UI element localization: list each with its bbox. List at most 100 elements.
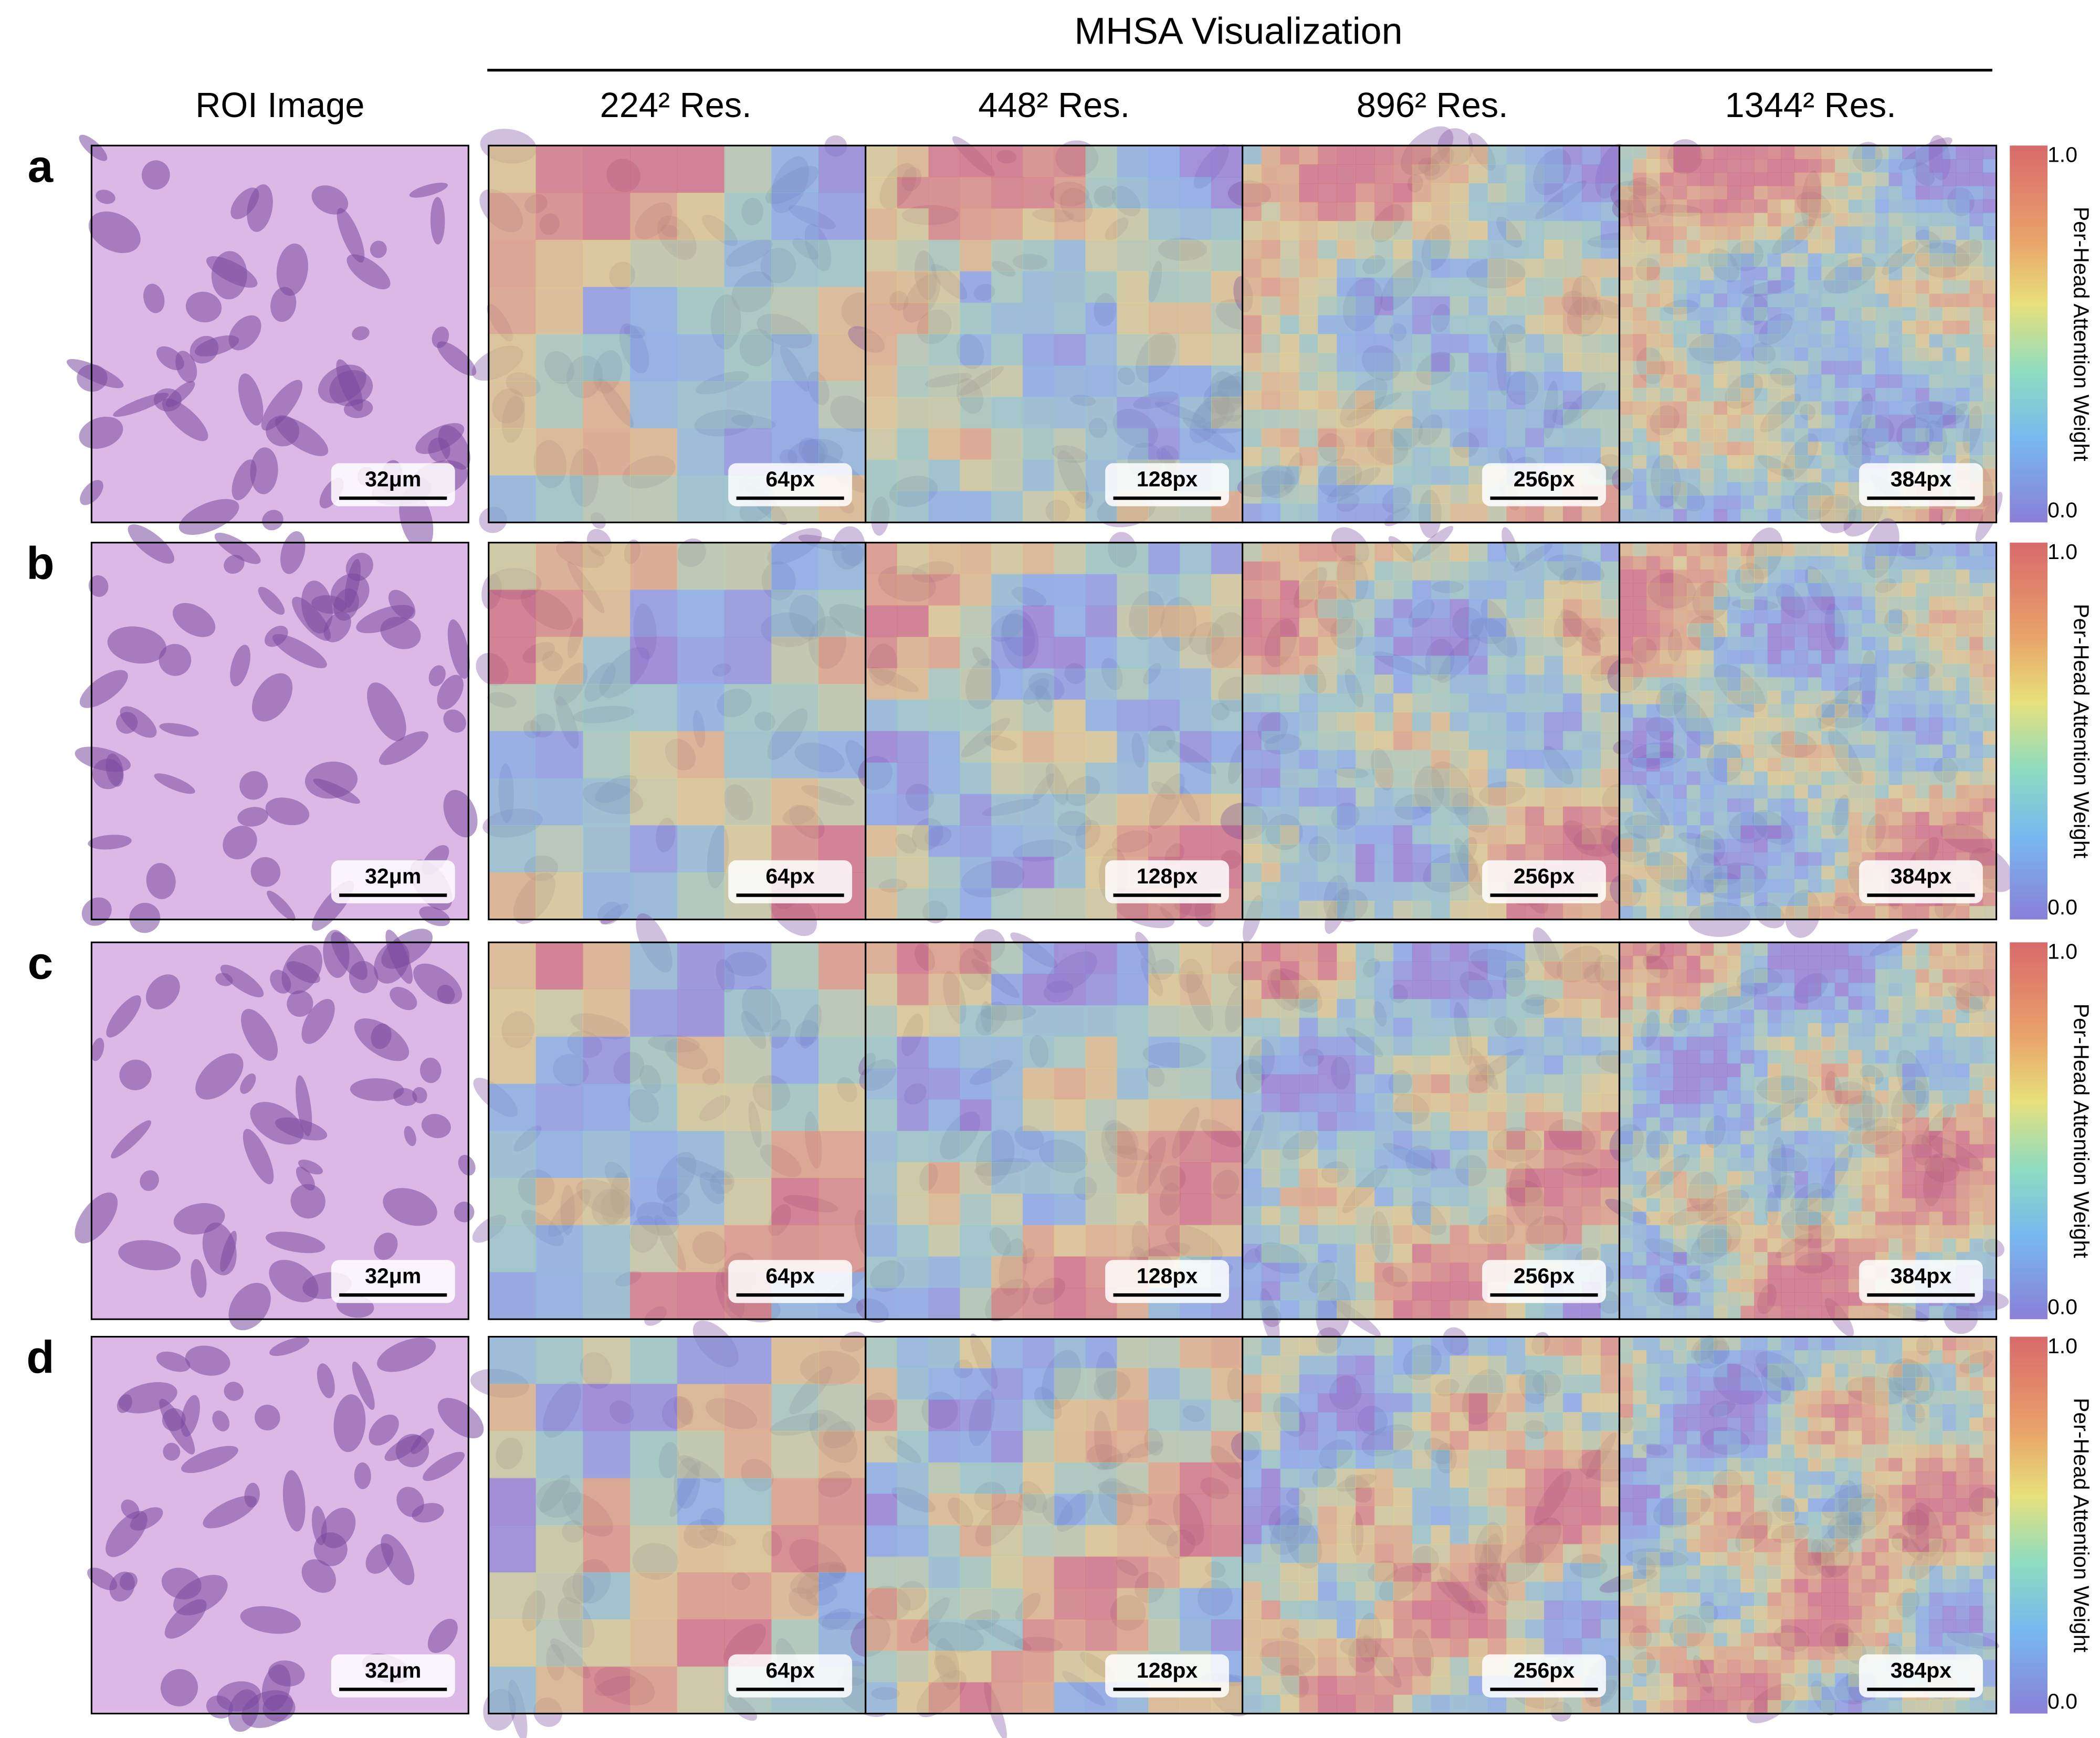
attention-cell bbox=[1117, 974, 1149, 1006]
attention-cell bbox=[928, 699, 960, 732]
attention-cell bbox=[960, 825, 992, 857]
attention-cell bbox=[1727, 495, 1741, 510]
attention-cell bbox=[1544, 693, 1563, 713]
attention-cell bbox=[1834, 186, 1849, 200]
attention-cell bbox=[1714, 1036, 1728, 1051]
attention-cell bbox=[1054, 974, 1086, 1006]
attention-cell bbox=[1982, 838, 1997, 853]
attention-cell bbox=[1982, 334, 1997, 348]
attention-cell bbox=[1700, 906, 1714, 920]
attention-cell bbox=[1700, 1144, 1714, 1158]
attention-cell bbox=[1834, 415, 1849, 429]
attention-cell bbox=[1487, 561, 1507, 581]
attention-cell bbox=[1506, 599, 1526, 619]
attention-cell bbox=[1374, 1055, 1394, 1075]
attention-cell bbox=[1794, 542, 1809, 557]
attention-cell bbox=[1242, 164, 1262, 184]
attention-cell bbox=[1562, 998, 1582, 1018]
attention-cell bbox=[1714, 812, 1728, 826]
attention-cell bbox=[1888, 1090, 1903, 1104]
attention-cell bbox=[1727, 1265, 1741, 1280]
attention-cell bbox=[1740, 1225, 1755, 1239]
attention-cell bbox=[1686, 1265, 1701, 1280]
attention-cell bbox=[1942, 293, 1957, 308]
attention-cell bbox=[1834, 609, 1849, 624]
attention-cell bbox=[1862, 556, 1876, 570]
attention-cell bbox=[1660, 825, 1674, 839]
attention-cell bbox=[1356, 618, 1375, 637]
attention-cell bbox=[1888, 387, 1903, 402]
attention-cell bbox=[1848, 428, 1862, 443]
attention-cell bbox=[1356, 447, 1375, 467]
tissue bbox=[313, 778, 360, 804]
attention-cell bbox=[1261, 693, 1281, 713]
attention-cell bbox=[1982, 374, 1997, 388]
attention-cell bbox=[1506, 296, 1526, 316]
attention-cell bbox=[1280, 1244, 1300, 1263]
attention-cell bbox=[1754, 969, 1768, 983]
attention-cell bbox=[1660, 942, 1674, 956]
attention-cell bbox=[1969, 226, 1983, 240]
tissue bbox=[290, 1184, 326, 1219]
attention-cell bbox=[1356, 296, 1375, 316]
attention-cell bbox=[1356, 881, 1375, 901]
attention-cell bbox=[928, 396, 960, 429]
attention-cell bbox=[1600, 1300, 1620, 1320]
attention-cell bbox=[1148, 668, 1180, 700]
attention-cell bbox=[724, 637, 772, 684]
attention-cell bbox=[1754, 569, 1768, 584]
attention-cell bbox=[1506, 1300, 1526, 1320]
attention-cell bbox=[1767, 509, 1782, 523]
panel: 256px bbox=[1220, 525, 1636, 943]
attention-cell bbox=[1646, 509, 1661, 523]
attention-cell bbox=[1834, 199, 1849, 214]
attention-cell bbox=[960, 1005, 992, 1037]
attention-cell bbox=[1581, 334, 1601, 353]
attention-cell bbox=[928, 365, 960, 397]
attention-cell bbox=[1450, 239, 1469, 259]
attention-cell bbox=[1740, 718, 1755, 732]
attention-cell bbox=[1781, 757, 1795, 772]
attention-cell bbox=[1956, 906, 1970, 920]
attention-cell bbox=[1660, 1063, 1674, 1078]
attention-cell bbox=[1781, 825, 1795, 839]
attention-cell bbox=[1318, 712, 1337, 732]
attention-cell bbox=[1581, 806, 1601, 826]
attention-cell bbox=[1754, 1225, 1768, 1239]
attention-cell bbox=[1888, 1103, 1903, 1118]
attention-cell bbox=[1242, 1187, 1262, 1207]
attention-cell bbox=[1727, 1117, 1741, 1131]
attention-cell bbox=[1740, 482, 1755, 496]
attention-cell bbox=[1740, 556, 1755, 570]
attention-cell bbox=[1794, 199, 1809, 214]
attention-cell bbox=[1781, 495, 1795, 510]
attention-cell bbox=[1727, 159, 1741, 173]
attention-cell bbox=[1821, 650, 1835, 665]
attention-cell bbox=[1337, 1262, 1356, 1282]
attention-cell bbox=[1544, 239, 1563, 259]
attention-cell bbox=[1581, 787, 1601, 807]
attention-cell bbox=[1834, 401, 1849, 415]
attention-cell bbox=[1982, 906, 1997, 920]
attention-cell bbox=[1318, 1300, 1337, 1320]
attention-cell bbox=[1714, 1131, 1728, 1145]
attention-cell bbox=[1915, 334, 1930, 348]
attention-cell bbox=[677, 239, 725, 288]
attention-cell bbox=[1180, 668, 1212, 700]
attention-cell bbox=[865, 1225, 898, 1257]
attention-cell bbox=[1821, 1090, 1835, 1104]
attention-cell bbox=[1581, 844, 1601, 863]
attention-cell bbox=[1808, 1131, 1822, 1145]
attention-cell bbox=[1468, 750, 1488, 770]
attention-cell bbox=[1834, 1265, 1849, 1280]
attention-cell bbox=[1794, 468, 1809, 483]
attention-cell bbox=[1374, 750, 1394, 770]
attention-cell bbox=[1888, 226, 1903, 240]
attention-cell bbox=[1660, 509, 1674, 523]
attention-cell bbox=[991, 396, 1023, 429]
attention-cell bbox=[928, 1036, 960, 1069]
attention-cell bbox=[1794, 996, 1809, 1010]
attention-cell bbox=[1767, 1305, 1782, 1320]
attention-cell bbox=[1646, 609, 1661, 624]
attention-cell bbox=[1633, 1225, 1647, 1239]
